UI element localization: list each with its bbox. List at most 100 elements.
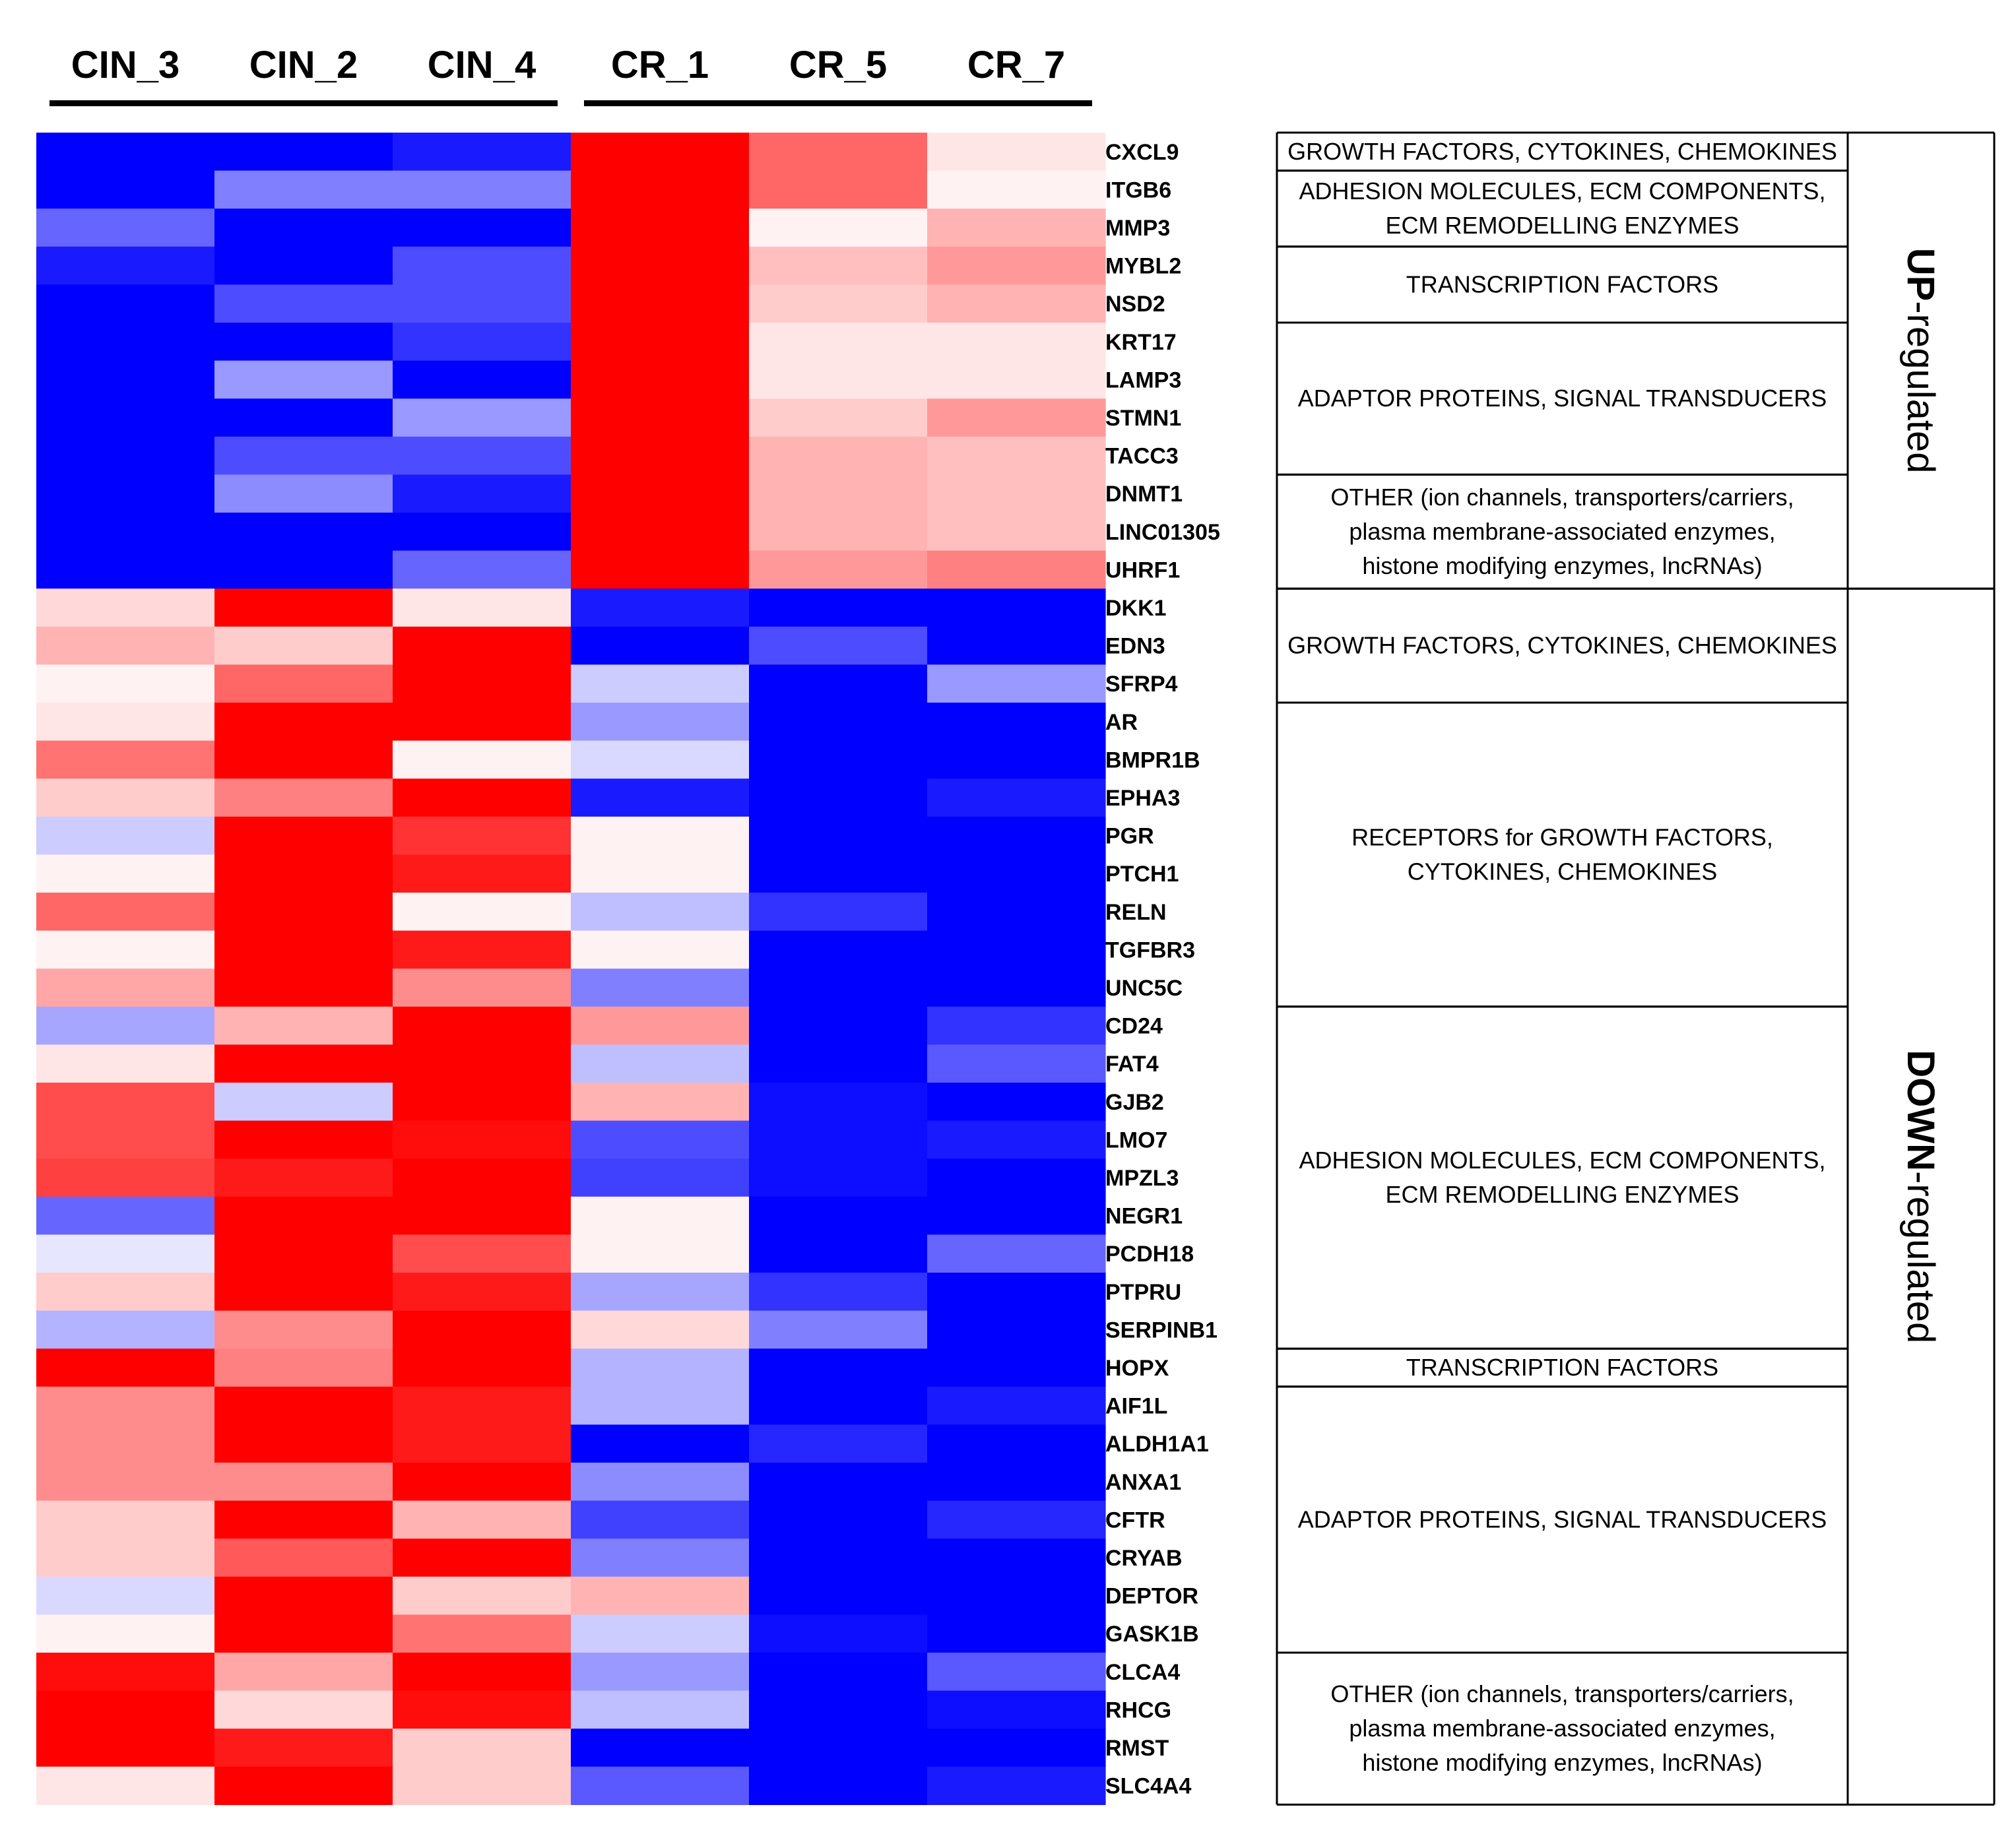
gene-label: PTPRU	[1105, 1280, 1181, 1305]
heatmap-cell	[749, 1729, 928, 1767]
heatmap-cell	[571, 1196, 750, 1235]
heatmap-cell	[571, 1386, 750, 1425]
heatmap-cell	[36, 1386, 215, 1425]
heatmap-cell	[214, 1614, 393, 1653]
heatmap-cell	[214, 778, 393, 817]
heatmap-cell	[749, 208, 928, 247]
heatmap-cell	[36, 588, 215, 627]
heatmap-cell	[36, 474, 215, 513]
gene-label: RHCG	[1105, 1697, 1171, 1723]
gene-label: TACC3	[1105, 444, 1179, 469]
gene-label: SERPINB1	[1105, 1317, 1218, 1343]
heatmap-cell	[214, 1653, 393, 1692]
heatmap-cell	[571, 740, 750, 779]
heatmap-cell	[749, 246, 928, 285]
gene-label: SFRP4	[1105, 672, 1178, 697]
heatmap-cell	[36, 1348, 215, 1387]
heatmap-cell	[393, 1690, 571, 1729]
heatmap-cell	[393, 968, 571, 1007]
heatmap-cell	[36, 1766, 215, 1805]
heatmap-cell	[36, 398, 215, 437]
heatmap-cell	[927, 664, 1106, 703]
gene-label: LAMP3	[1105, 367, 1181, 393]
category-label: OTHER (ion channels, transporters/carrie…	[1330, 484, 1794, 579]
heatmap-cell	[214, 1158, 393, 1197]
heatmap-cell	[36, 1273, 215, 1312]
category-label: ADAPTOR PROTEINS, SIGNAL TRANSDUCERS	[1298, 385, 1827, 412]
heatmap-cell	[214, 1273, 393, 1312]
heatmap-cell	[927, 133, 1106, 172]
heatmap-cell	[36, 513, 215, 552]
heatmap-cell	[393, 1576, 571, 1615]
heatmap-cell	[749, 436, 928, 475]
gene-label: DNMT1	[1105, 482, 1183, 507]
heatmap-cell	[749, 1614, 928, 1653]
gene-label: CD24	[1105, 1014, 1163, 1039]
heatmap-cell	[393, 133, 571, 172]
heatmap-cell	[393, 1234, 571, 1273]
heatmap-cell	[927, 360, 1106, 399]
heatmap-cell	[571, 1234, 750, 1273]
heatmap-cell	[36, 626, 215, 665]
heatmap-cell	[749, 323, 928, 362]
heatmap-cell	[571, 170, 750, 209]
heatmap-cell	[393, 474, 571, 513]
heatmap-cell	[749, 626, 928, 665]
heatmap-cell	[36, 436, 215, 475]
heatmap-cell	[749, 474, 928, 513]
heatmap-cells	[36, 133, 1106, 1805]
heatmap-cell	[571, 208, 750, 247]
heatmap-cell	[927, 323, 1106, 362]
gene-label: ALDH1A1	[1105, 1432, 1209, 1457]
column-label-cr-1: CR_1	[611, 44, 709, 86]
heatmap-cell	[214, 664, 393, 703]
heatmap-cell	[927, 1576, 1106, 1615]
heatmap-cell	[214, 474, 393, 513]
heatmap-cell	[571, 968, 750, 1007]
heatmap-cell	[36, 1500, 215, 1539]
heatmap-cell	[393, 1310, 571, 1349]
column-label-cin-4: CIN_4	[428, 44, 536, 86]
heatmap-cell	[927, 1386, 1106, 1425]
heatmap-cell	[36, 1614, 215, 1653]
heatmap-cell	[393, 170, 571, 209]
heatmap-cell	[214, 513, 393, 552]
heatmap-cell	[214, 1424, 393, 1463]
heatmap-cell	[749, 968, 928, 1007]
column-group-bars	[49, 100, 1092, 106]
heatmap-cell	[749, 854, 928, 893]
heatmap-cell	[571, 1766, 750, 1805]
heatmap-cell	[927, 474, 1106, 513]
heatmap-cell	[571, 436, 750, 475]
category-label: GROWTH FACTORS, CYTOKINES, CHEMOKINES	[1287, 138, 1837, 165]
heatmap-cell	[36, 1120, 215, 1159]
heatmap-cell	[214, 1234, 393, 1273]
heatmap-cell	[214, 1348, 393, 1387]
heatmap-cell	[749, 1463, 928, 1502]
heatmap-cell	[571, 854, 750, 893]
heatmap-cell	[393, 1766, 571, 1805]
heatmap-cell	[214, 360, 393, 399]
heatmap-cell	[214, 930, 393, 969]
regulation-label-up: UP-regulated	[1900, 248, 1943, 474]
heatmap-cell	[571, 1729, 750, 1767]
heatmap-cell	[571, 1576, 750, 1615]
heatmap-cell	[927, 1766, 1106, 1805]
heatmap-cell	[927, 1424, 1106, 1463]
heatmap-cell	[36, 1234, 215, 1273]
heatmap-cell	[393, 1386, 571, 1425]
heatmap-cell	[927, 1234, 1106, 1273]
heatmap-cell	[749, 133, 928, 172]
category-label: ADHESION MOLECULES, ECM COMPONENTS, ECM R…	[1299, 177, 1825, 239]
heatmap-cell	[36, 778, 215, 817]
heatmap-cell	[571, 284, 750, 323]
heatmap-cell	[927, 626, 1106, 665]
heatmap-cell	[393, 893, 571, 932]
heatmap-cell	[214, 1729, 393, 1767]
heatmap-cell	[36, 1083, 215, 1122]
heatmap-cell	[571, 1614, 750, 1653]
heatmap-cell	[927, 208, 1106, 247]
heatmap-cell	[749, 893, 928, 932]
heatmap-cell	[36, 323, 215, 362]
heatmap-cell	[393, 1653, 571, 1692]
